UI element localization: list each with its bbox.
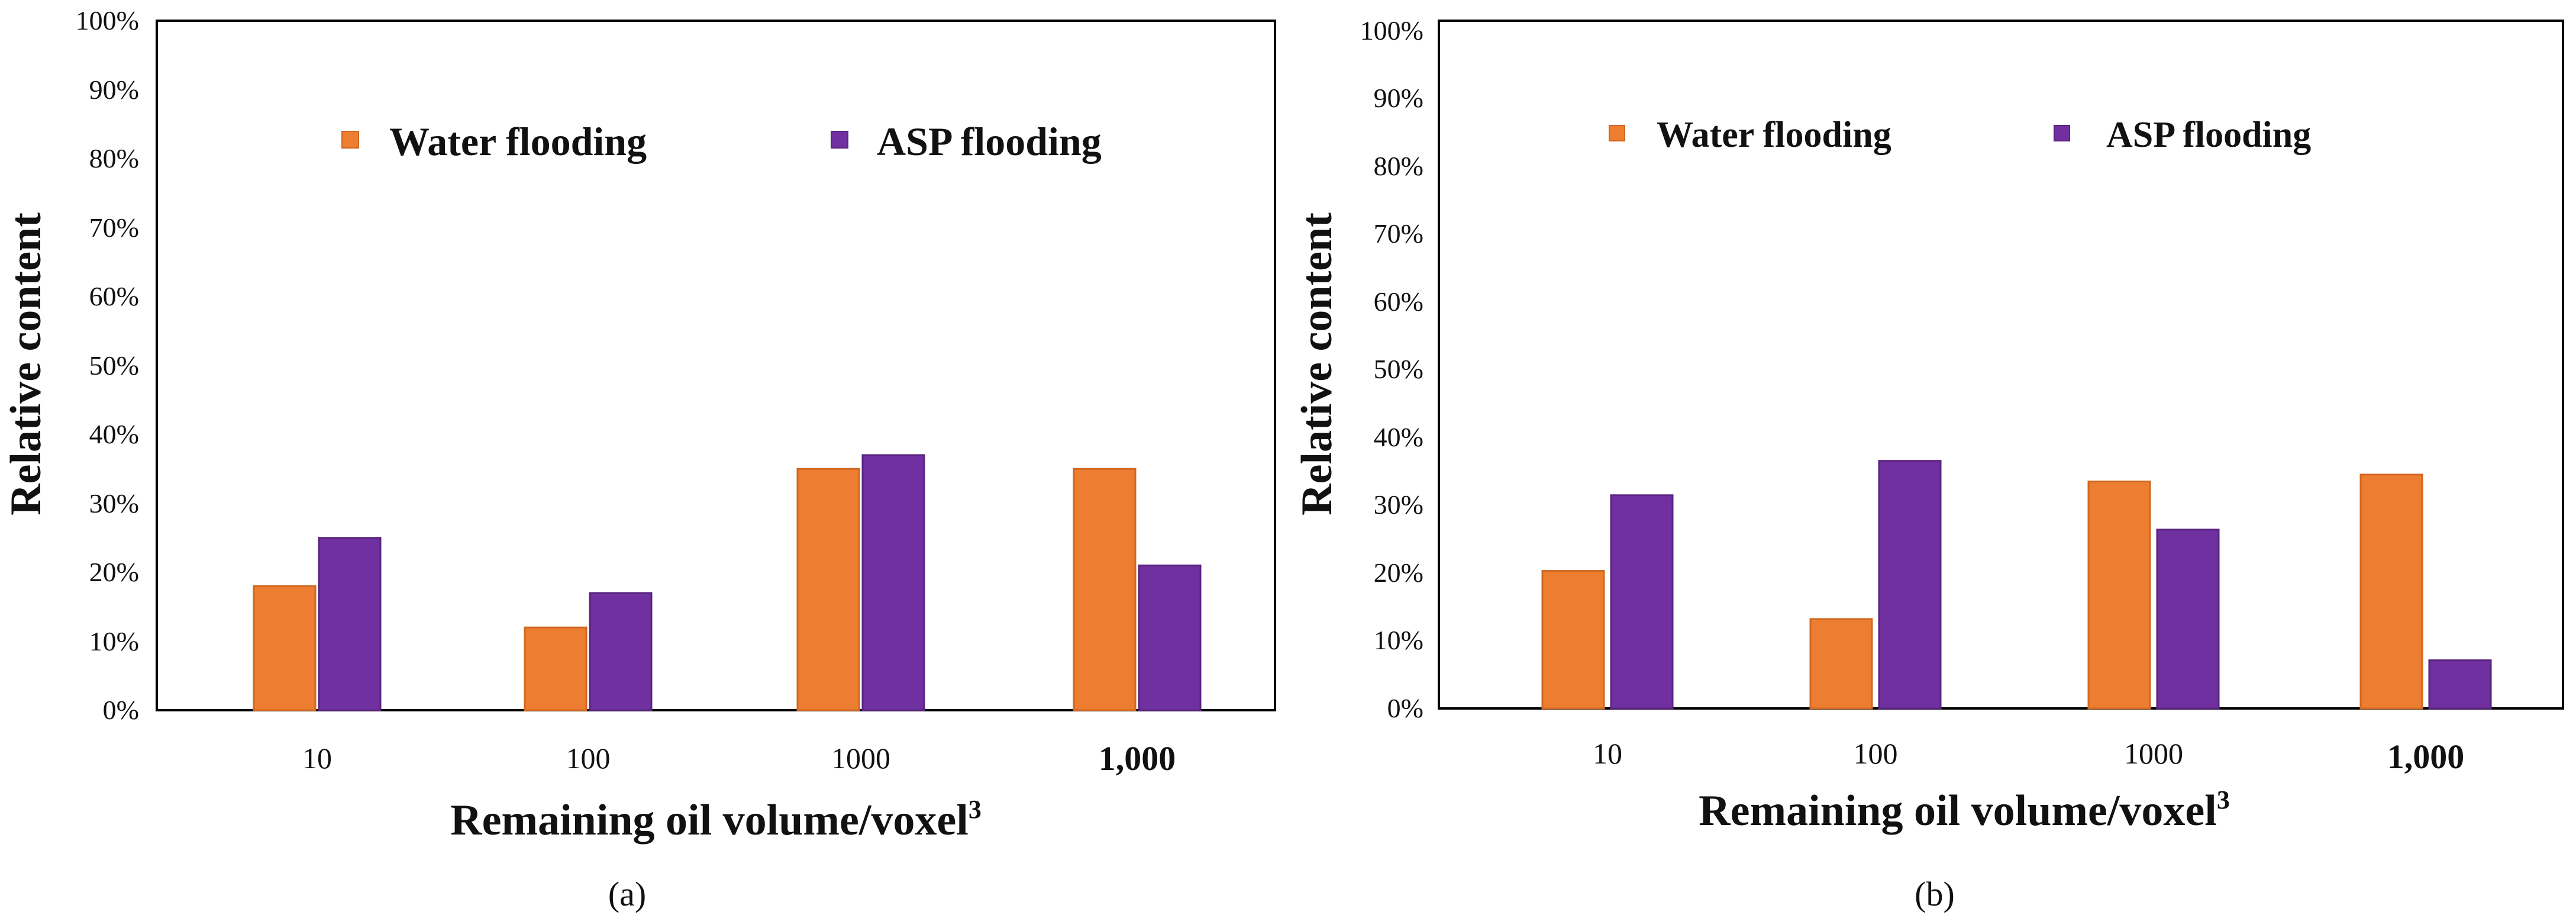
chart-panel-a: 0% 10% 20% 30% 40% 50% 60% 70% 80% 90% 1… bbox=[2, 5, 1276, 913]
legend-label-asp-flooding: ASP flooding bbox=[2106, 115, 2311, 155]
bars-a bbox=[253, 454, 1202, 711]
y-tick-label: 30% bbox=[1374, 489, 1423, 520]
y-axis-title-b: Relative content bbox=[1293, 212, 1341, 516]
y-axis-title-a: Relative content bbox=[2, 212, 50, 516]
y-tick-label: 60% bbox=[1374, 286, 1423, 317]
bar-asp-flooding-100 bbox=[589, 592, 653, 711]
bar-asp-flooding-1000 bbox=[861, 454, 925, 711]
y-tick-label: 20% bbox=[1374, 558, 1423, 588]
legend-swatch-water-flooding bbox=[341, 131, 359, 149]
y-tick-label: 90% bbox=[89, 75, 139, 105]
x-axis-title-text: Remaining oil volume/voxel bbox=[450, 796, 969, 845]
bar-asp-flooding-1000 bbox=[2156, 529, 2220, 710]
y-tick-labels-a: 0% 10% 20% 30% 40% 50% 60% 70% 80% 90% 1… bbox=[76, 5, 139, 725]
y-tick-label: 100% bbox=[76, 5, 139, 36]
legend-b: Water flooding ASP flooding bbox=[1609, 115, 2311, 155]
y-tick-label: 70% bbox=[89, 212, 139, 243]
legend-a: Water flooding ASP flooding bbox=[341, 119, 1102, 164]
x-tick-label: 100 bbox=[1854, 737, 1898, 770]
bar-water-flooding-1000 bbox=[2087, 481, 2151, 710]
x-axis-title-b: Remaining oil volume/voxel3 bbox=[1699, 785, 2230, 835]
x-tick-label: 1000 bbox=[2124, 737, 2183, 770]
x-axis-title-text: Remaining oil volume/voxel bbox=[1699, 787, 2217, 835]
bar-water-flooding-1000 bbox=[2359, 473, 2423, 710]
bar-asp-flooding-1000 bbox=[2428, 659, 2492, 710]
bar-asp-flooding-10 bbox=[1610, 494, 1674, 710]
y-tick-label: 40% bbox=[1374, 422, 1423, 452]
bars-b bbox=[1541, 460, 2492, 710]
legend-label-water-flooding: Water flooding bbox=[1657, 115, 1891, 155]
bar-water-flooding-100 bbox=[1809, 618, 1873, 710]
legend-swatch-water-flooding bbox=[1609, 125, 1625, 141]
y-tick-label: 100% bbox=[1360, 15, 1423, 46]
x-tick-labels-b: 10 100 1000 1,000 bbox=[1593, 737, 2464, 776]
x-tick-label: 1000 bbox=[831, 742, 890, 775]
x-tick-label: 1,000 bbox=[1099, 739, 1176, 778]
x-tick-label: 10 bbox=[302, 742, 332, 775]
legend-swatch-asp-flooding bbox=[831, 131, 848, 149]
y-tick-label: 50% bbox=[89, 350, 139, 381]
y-tick-label: 20% bbox=[89, 557, 139, 587]
y-tick-label: 80% bbox=[89, 143, 139, 173]
x-tick-labels-a: 10 100 1000 1,000 bbox=[302, 739, 1176, 778]
y-tick-label: 30% bbox=[89, 488, 139, 518]
legend-swatch-asp-flooding bbox=[2054, 125, 2070, 141]
bar-asp-flooding-10 bbox=[318, 537, 382, 711]
y-tick-label: 0% bbox=[1387, 693, 1423, 723]
y-tick-label: 10% bbox=[89, 626, 139, 656]
bar-water-flooding-10 bbox=[253, 585, 317, 711]
chart-panel-b: 0% 10% 20% 30% 40% 50% 60% 70% 80% 90% 1… bbox=[1293, 15, 2564, 913]
x-axis-title-a: Remaining oil volume/voxel3 bbox=[450, 795, 982, 845]
y-tick-label: 80% bbox=[1374, 151, 1423, 181]
x-tick-label: 1,000 bbox=[2387, 737, 2465, 776]
y-tick-labels-b: 0% 10% 20% 30% 40% 50% 60% 70% 80% 90% 1… bbox=[1360, 15, 1423, 723]
bar-water-flooding-1000 bbox=[796, 468, 860, 711]
y-tick-label: 90% bbox=[1374, 83, 1423, 113]
legend-label-asp-flooding: ASP flooding bbox=[877, 119, 1102, 164]
caption-b: (b) bbox=[1915, 875, 1955, 913]
y-tick-label: 40% bbox=[89, 419, 139, 449]
bar-water-flooding-10 bbox=[1541, 570, 1605, 710]
x-tick-label: 100 bbox=[566, 742, 611, 775]
bar-water-flooding-100 bbox=[524, 626, 587, 711]
bar-asp-flooding-1000 bbox=[1138, 564, 1202, 711]
x-axis-title-superscript: 3 bbox=[2217, 785, 2230, 814]
bar-asp-flooding-100 bbox=[1878, 460, 1942, 710]
y-tick-label: 0% bbox=[103, 695, 139, 725]
y-tick-label: 70% bbox=[1374, 218, 1423, 249]
x-tick-label: 10 bbox=[1593, 737, 1622, 770]
y-tick-label: 60% bbox=[89, 281, 139, 311]
caption-a: (a) bbox=[608, 875, 646, 913]
bar-water-flooding-1000 bbox=[1073, 468, 1137, 711]
x-axis-title-superscript: 3 bbox=[969, 795, 982, 824]
legend-label-water-flooding: Water flooding bbox=[389, 119, 647, 164]
y-tick-label: 10% bbox=[1374, 625, 1423, 655]
y-tick-label: 50% bbox=[1374, 354, 1423, 384]
